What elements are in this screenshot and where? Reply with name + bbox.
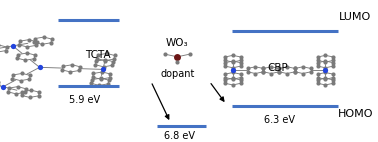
Text: 6.3 eV: 6.3 eV [264, 115, 295, 125]
Text: CBP: CBP [267, 63, 288, 73]
Text: dopant: dopant [160, 69, 195, 79]
Text: LUMO: LUMO [339, 12, 372, 22]
Text: TCTA: TCTA [85, 50, 110, 60]
Text: 5.9 eV: 5.9 eV [69, 95, 101, 105]
Text: 6.8 eV: 6.8 eV [164, 131, 195, 141]
Text: HOMO: HOMO [338, 109, 373, 119]
Text: WO₃: WO₃ [166, 38, 189, 48]
